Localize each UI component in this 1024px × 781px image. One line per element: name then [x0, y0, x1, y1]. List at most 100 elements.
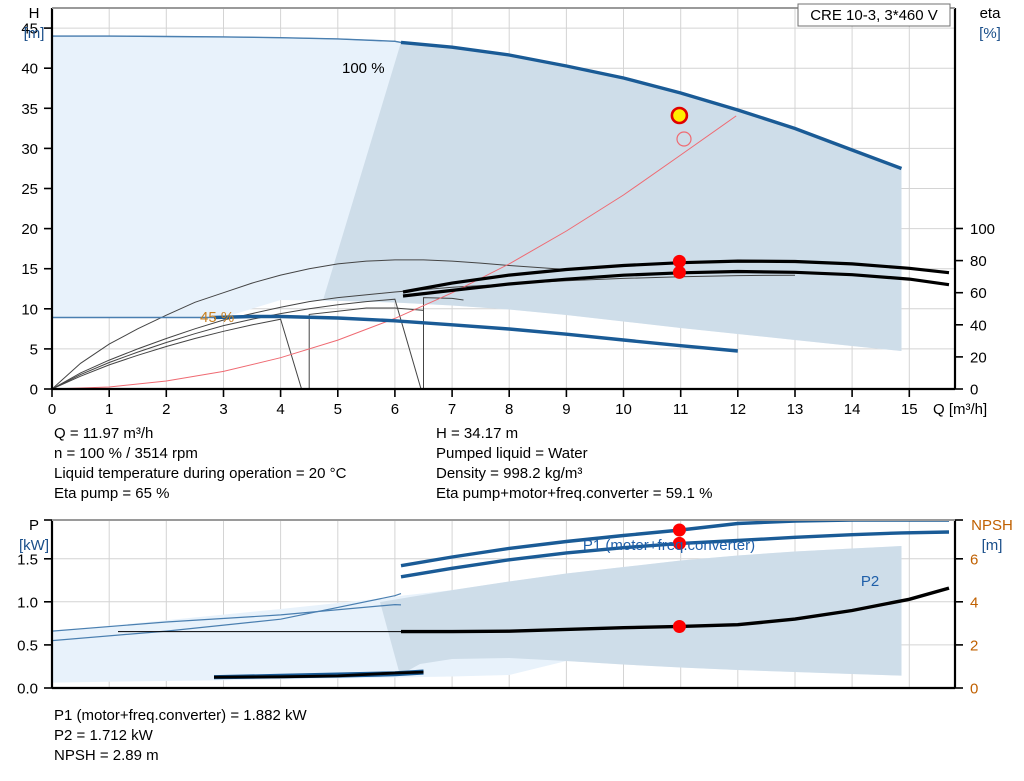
p-tick-label: 0.0 — [17, 681, 38, 698]
x-tick-label: 7 — [448, 401, 456, 418]
head-curve-45-percent — [213, 314, 738, 353]
y-axis-tick-labels: 0.0 0.5 1.0 1.5 — [17, 551, 38, 697]
x-tick-label: 9 — [562, 401, 570, 418]
y2-tick-label: 20 — [970, 349, 987, 366]
npsh-duty-marker[interactable] — [672, 620, 686, 633]
npsh-axis-title: NPSH — [971, 517, 1013, 534]
info-liquid-temp: Liquid temperature during operation = 20… — [54, 465, 347, 482]
y2-tick-label: 80 — [970, 253, 987, 270]
info-eta-pump: Eta pump = 65 % — [54, 485, 170, 502]
head-curve-100-percent — [400, 40, 903, 171]
info-flow-rate: Q = 11.97 m³/h — [54, 425, 154, 442]
power-npsh-chart[interactable]: 0.0 0.5 1.0 1.5 0 2 4 6 P [kW] NPSH [m — [0, 512, 1024, 708]
pump-model-label: CRE 10-3, 3*460 V — [810, 7, 938, 24]
x-tick-label: 5 — [334, 401, 342, 418]
duty-point-info: Q = 11.97 m³/h n = 100 % / 3514 rpm Liqu… — [0, 424, 1024, 510]
eta-pump-marker[interactable] — [672, 254, 686, 268]
curve-label-45-percent: 45 % — [200, 309, 234, 326]
eta-thin-curve-2 — [52, 274, 796, 389]
x-tick-label: 11 — [673, 401, 689, 418]
p-tick-label: 1.5 — [17, 551, 38, 568]
y2-tick-label: 0 — [970, 382, 978, 399]
info-density: Density = 998.2 kg/m³ — [436, 465, 583, 482]
y2-axis-unit: [%] — [979, 25, 1001, 42]
x-tick-label: 12 — [729, 401, 746, 418]
p-axis-unit: [kW] — [19, 537, 49, 554]
y2-tick-label: 40 — [970, 317, 987, 334]
power-info: P1 (motor+freq.converter) = 1.882 kW P2 … — [0, 706, 1024, 781]
p-axis-title: P — [29, 517, 39, 534]
duty-info-left-column: Q = 11.97 m³/h n = 100 % / 3514 rpm Liqu… — [54, 424, 346, 504]
info-npsh: NPSH = 2.89 m — [54, 747, 159, 764]
y-axis-tick-labels: 0 5 10 15 20 25 30 35 40 45 — [21, 21, 38, 399]
npsh-tick-label: 4 — [970, 594, 978, 611]
duty-point-marker[interactable] — [670, 106, 689, 125]
info-pumped-liquid: Pumped liquid = Water — [436, 445, 588, 462]
x-tick-label: 2 — [162, 401, 170, 418]
power-envelope-dark — [380, 546, 902, 676]
curve-label-p1: P1 (motor+freq.converter) — [583, 537, 755, 554]
power-chart-markers[interactable] — [672, 523, 686, 634]
info-eta-total: Eta pump+motor+freq.converter = 59.1 % — [436, 485, 713, 502]
operating-envelope-dark — [323, 42, 902, 352]
x-axis-ticks — [51, 389, 911, 397]
x-tick-label: 10 — [615, 401, 632, 418]
x-tick-label: 0 — [48, 401, 56, 418]
system-curve — [52, 115, 737, 389]
npsh-tick-label: 2 — [970, 637, 978, 654]
p2-duty-marker[interactable] — [672, 536, 686, 550]
x-tick-label: 6 — [391, 401, 399, 418]
curve-label-100-percent: 100 % — [342, 60, 385, 77]
info-p1: P1 (motor+freq.converter) = 1.882 kW — [54, 707, 307, 724]
y2-axis-tick-labels: 0 2 4 6 — [970, 551, 978, 697]
p1-duty-marker[interactable] — [672, 523, 686, 537]
y2-tick-label: 100 — [970, 221, 995, 238]
y-axis-ticks — [44, 519, 52, 689]
x-tick-label: 13 — [787, 401, 804, 418]
x-tick-label: 4 — [276, 401, 284, 418]
x-tick-label: 1 — [105, 401, 113, 418]
info-speed: n = 100 % / 3514 rpm — [54, 445, 198, 462]
head-efficiency-chart[interactable]: 0 5 10 15 20 25 30 35 40 45 0 — [0, 0, 1024, 420]
duty-point-ghost-icon — [676, 131, 692, 147]
y-tick-label: 5 — [30, 341, 38, 358]
y2-axis-tick-labels: 0 20 40 60 80 100 — [970, 221, 995, 399]
y-tick-label: 35 — [21, 101, 38, 118]
y-tick-label: 25 — [21, 181, 38, 198]
y2-axis-title: eta — [980, 5, 1002, 22]
x-tick-label: 15 — [901, 401, 918, 418]
p-tick-label: 0.5 — [17, 637, 38, 654]
npsh-tick-label: 6 — [970, 551, 978, 568]
info-head: H = 34.17 m — [436, 425, 519, 442]
y-tick-label: 40 — [21, 61, 38, 78]
chart-markers[interactable] — [670, 106, 692, 279]
x-axis-tick-labels: 0 1 2 3 4 5 6 7 8 9 10 11 12 13 14 15 — [48, 401, 918, 418]
power-info-column: P1 (motor+freq.converter) = 1.882 kW P2 … — [54, 706, 307, 766]
power-chart-svg: 0.0 0.5 1.0 1.5 0 2 4 6 P [kW] NPSH [m — [17, 517, 1013, 698]
y2-tick-label: 60 — [970, 285, 987, 302]
eta-thin-curve-1 — [52, 259, 567, 389]
y2-axis-ticks — [955, 227, 963, 390]
eta-thin-curve-4 — [52, 307, 424, 389]
y-tick-label: 15 — [21, 261, 38, 278]
p2-thin-extension — [52, 603, 402, 632]
y-tick-label: 20 — [21, 221, 38, 238]
y-tick-label: 30 — [21, 141, 38, 158]
y-tick-label: 45 — [21, 21, 38, 38]
eta-total-marker[interactable] — [672, 265, 686, 279]
head-chart-svg: 0 5 10 15 20 25 30 35 40 45 0 — [21, 3, 1002, 418]
head-curve-100-thin — [52, 35, 402, 44]
x-tick-label: 3 — [219, 401, 227, 418]
p-tick-label: 1.0 — [17, 594, 38, 611]
x-tick-label: 8 — [505, 401, 513, 418]
eta-thin-curve-3 — [52, 297, 464, 389]
duty-info-right-column: H = 34.17 m Pumped liquid = Water Densit… — [436, 424, 712, 504]
info-p2: P2 = 1.712 kW — [54, 727, 153, 744]
x-tick-label: 14 — [844, 401, 861, 418]
npsh-curve-low-speed — [213, 670, 424, 679]
y-axis-title: H — [29, 5, 40, 22]
y-tick-label: 0 — [30, 382, 38, 399]
curve-label-p2: P2 — [861, 573, 879, 590]
y-axis-ticks — [44, 27, 52, 390]
